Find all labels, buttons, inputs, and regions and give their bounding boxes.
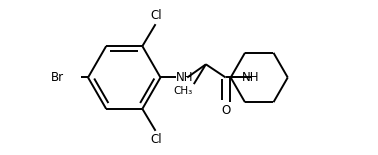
Text: O: O (221, 104, 230, 117)
Text: Cl: Cl (151, 133, 163, 146)
Text: NH: NH (176, 71, 194, 84)
Text: Br: Br (51, 71, 64, 84)
Text: CH₃: CH₃ (174, 86, 193, 96)
Text: NH: NH (242, 71, 259, 84)
Text: Cl: Cl (151, 9, 163, 22)
